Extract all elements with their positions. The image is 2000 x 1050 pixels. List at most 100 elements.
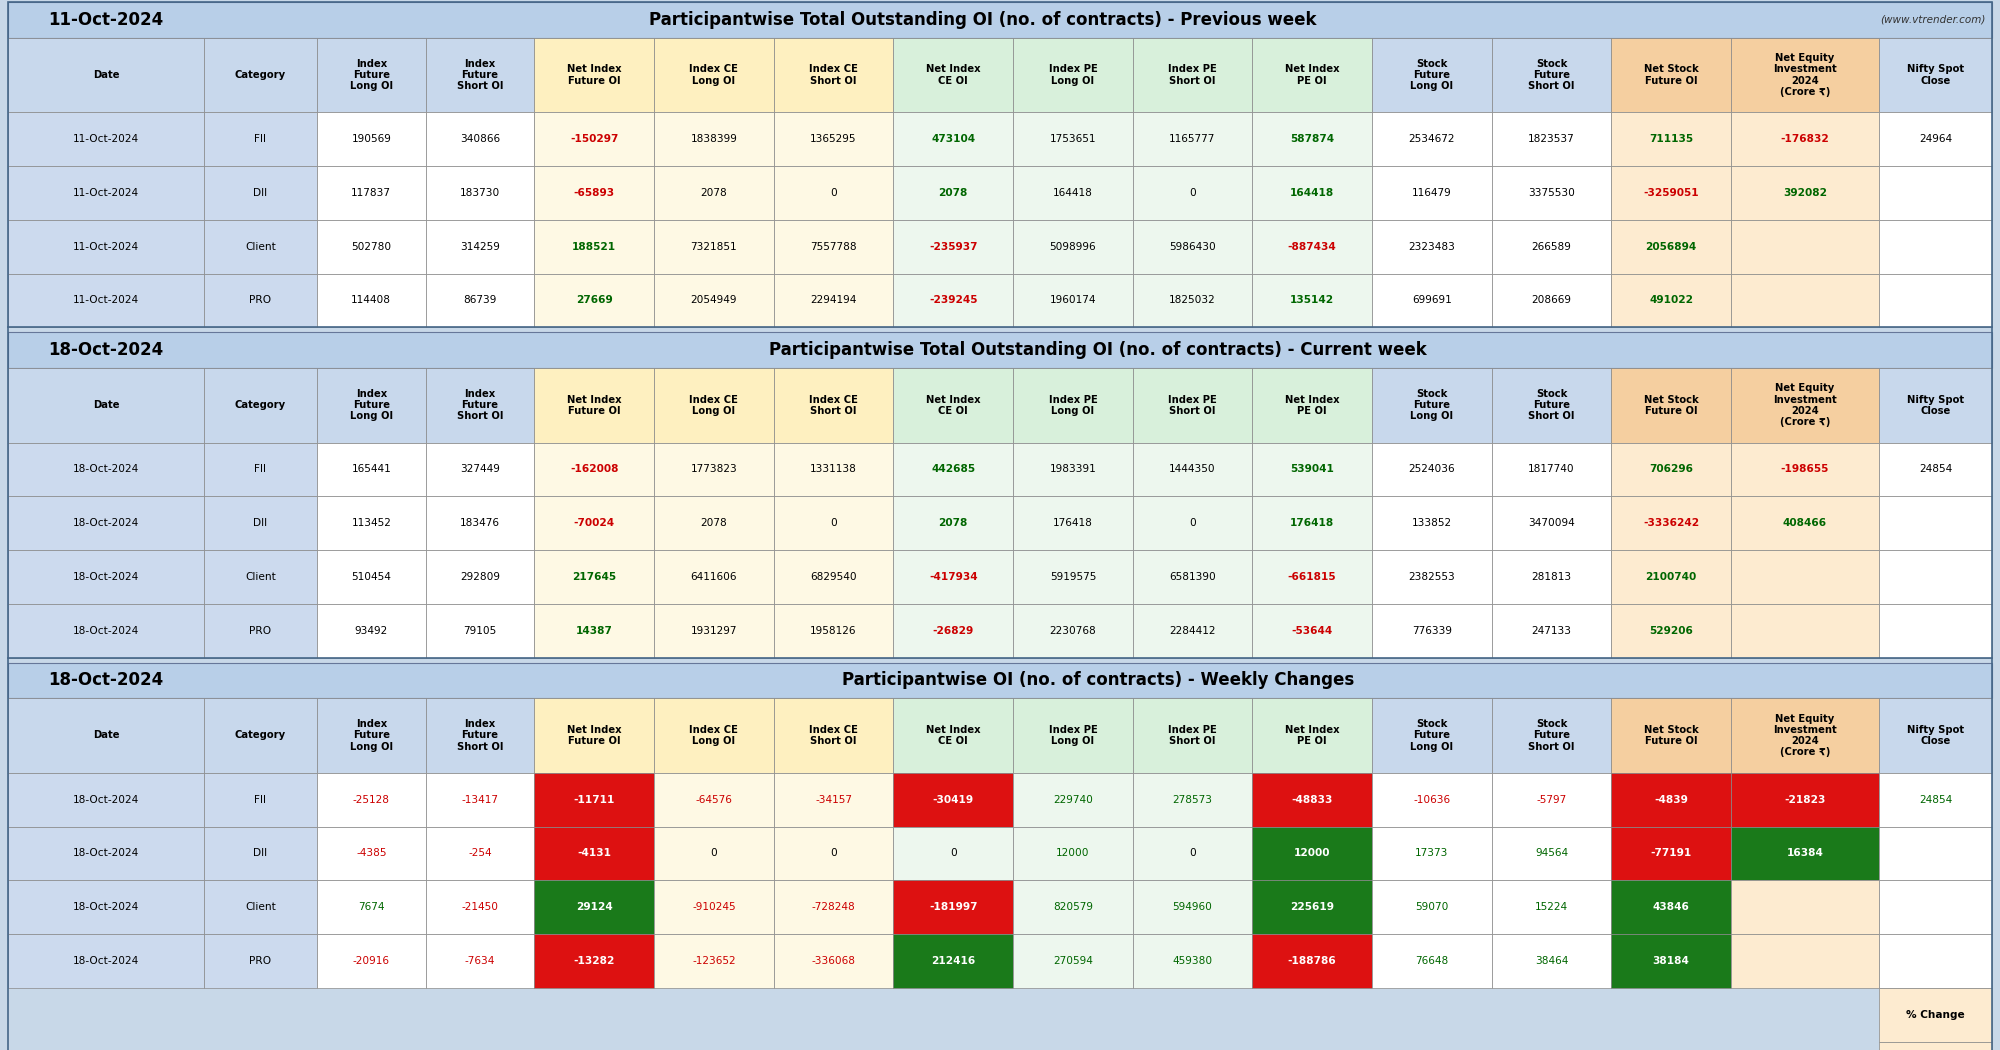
Bar	[1132, 274, 1252, 328]
Bar	[1730, 368, 1878, 443]
Text: 29124: 29124	[576, 902, 612, 912]
Text: 247133: 247133	[1532, 626, 1572, 635]
Text: 1165777: 1165777	[1170, 134, 1216, 144]
Text: FII: FII	[254, 134, 266, 144]
Text: 594960: 594960	[1172, 902, 1212, 912]
Text: 711135: 711135	[1650, 134, 1694, 144]
Bar	[204, 219, 316, 274]
Text: Category: Category	[234, 731, 286, 740]
Bar	[654, 219, 774, 274]
Bar	[316, 368, 426, 443]
Text: 76648: 76648	[1416, 956, 1448, 966]
Bar	[1252, 604, 1372, 657]
Bar	[1612, 773, 1730, 826]
Bar	[1878, 166, 1992, 219]
Text: 2294194: 2294194	[810, 295, 856, 306]
Text: 14387: 14387	[576, 626, 612, 635]
Text: 18-Oct-2024: 18-Oct-2024	[72, 795, 140, 804]
Text: Date: Date	[92, 400, 120, 411]
Bar	[204, 880, 316, 934]
Bar	[1878, 880, 1992, 934]
Bar	[1252, 698, 1372, 773]
Bar	[1372, 219, 1492, 274]
Text: 114408: 114408	[352, 295, 392, 306]
Text: FII: FII	[254, 795, 266, 804]
Text: 212416: 212416	[932, 956, 976, 966]
Text: Net Index
Future OI: Net Index Future OI	[566, 64, 622, 86]
Bar	[1878, 112, 1992, 166]
Bar	[1730, 604, 1878, 657]
Bar	[8, 880, 204, 934]
Text: -176832: -176832	[1780, 134, 1830, 144]
Text: 116479: 116479	[1412, 188, 1452, 198]
Bar	[654, 274, 774, 328]
Bar	[774, 368, 894, 443]
Bar	[1014, 773, 1132, 826]
Text: 38184: 38184	[1652, 956, 1690, 966]
Text: Participantwise Total Outstanding OI (no. of contracts) - Current week: Participantwise Total Outstanding OI (no…	[770, 341, 1426, 359]
Bar	[316, 497, 426, 550]
Text: Net Index
PE OI: Net Index PE OI	[1284, 724, 1340, 747]
Text: 502780: 502780	[352, 242, 392, 252]
Text: -26829: -26829	[932, 626, 974, 635]
Text: 539041: 539041	[1290, 464, 1334, 475]
Bar	[1612, 934, 1730, 988]
Bar	[204, 934, 316, 988]
Bar	[426, 274, 534, 328]
Text: 24854: 24854	[1918, 464, 1952, 475]
Text: Nifty Spot
Close: Nifty Spot Close	[1906, 64, 1964, 86]
Text: 1958126: 1958126	[810, 626, 856, 635]
Text: -10636: -10636	[1414, 795, 1450, 804]
Text: -5797: -5797	[1536, 795, 1566, 804]
Text: 11-Oct-2024: 11-Oct-2024	[72, 188, 138, 198]
Text: 59070: 59070	[1416, 902, 1448, 912]
Text: 0: 0	[1190, 848, 1196, 859]
Text: Index
Future
Short OI: Index Future Short OI	[456, 719, 504, 752]
Text: FII: FII	[254, 464, 266, 475]
Text: Index
Future
Short OI: Index Future Short OI	[456, 390, 504, 421]
Bar	[1014, 443, 1132, 497]
Bar	[316, 698, 426, 773]
Text: 18-Oct-2024: 18-Oct-2024	[72, 902, 140, 912]
Bar	[1372, 698, 1492, 773]
Text: 0: 0	[830, 848, 836, 859]
Text: Participantwise OI (no. of contracts) - Weekly Changes: Participantwise OI (no. of contracts) - …	[842, 671, 1354, 690]
Bar	[1730, 550, 1878, 604]
Bar	[8, 219, 204, 274]
Text: 1773823: 1773823	[690, 464, 738, 475]
Text: 0: 0	[830, 519, 836, 528]
Text: 79105: 79105	[464, 626, 496, 635]
Text: Net Index
PE OI: Net Index PE OI	[1284, 395, 1340, 416]
Bar	[426, 166, 534, 219]
Bar	[8, 604, 204, 657]
Text: Client: Client	[244, 572, 276, 582]
Bar	[894, 443, 1014, 497]
Text: 208669: 208669	[1532, 295, 1572, 306]
Text: 0: 0	[1190, 188, 1196, 198]
Bar	[1492, 497, 1612, 550]
Bar	[204, 773, 316, 826]
Text: 314259: 314259	[460, 242, 500, 252]
Text: 94564: 94564	[1534, 848, 1568, 859]
Bar	[1878, 698, 1992, 773]
Bar	[316, 112, 426, 166]
Bar	[426, 826, 534, 880]
Bar	[774, 550, 894, 604]
Text: 699691: 699691	[1412, 295, 1452, 306]
Bar	[894, 497, 1014, 550]
Text: Stock
Future
Short OI: Stock Future Short OI	[1528, 719, 1574, 752]
Text: Net Stock
Future OI: Net Stock Future OI	[1644, 395, 1698, 416]
Text: -3336242: -3336242	[1644, 519, 1700, 528]
Bar	[1372, 497, 1492, 550]
Text: Stock
Future
Long OI: Stock Future Long OI	[1410, 390, 1454, 421]
Text: Date: Date	[92, 70, 120, 80]
Text: -198655: -198655	[1780, 464, 1830, 475]
Bar	[316, 550, 426, 604]
Text: 587874: 587874	[1290, 134, 1334, 144]
Text: Index CE
Short OI: Index CE Short OI	[810, 395, 858, 416]
Bar	[774, 219, 894, 274]
Bar	[1612, 443, 1730, 497]
Text: -239245: -239245	[928, 295, 978, 306]
Text: 188521: 188521	[572, 242, 616, 252]
Text: Net Equity
Investment
2024
(Crore ₹): Net Equity Investment 2024 (Crore ₹)	[1774, 714, 1836, 757]
